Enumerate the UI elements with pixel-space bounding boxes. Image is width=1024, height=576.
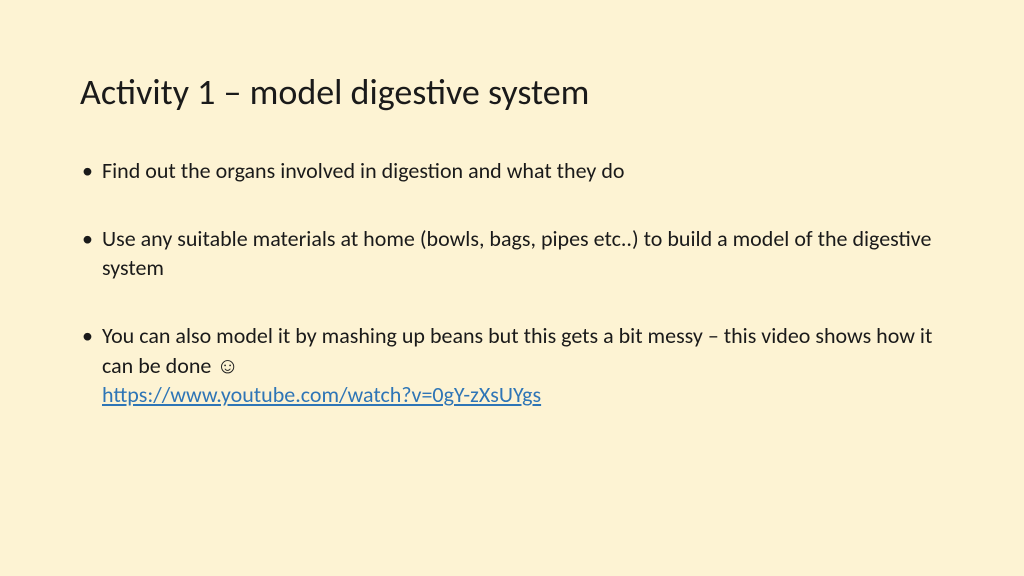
bullet-list: Find out the organs involved in digestio… — [80, 156, 944, 410]
youtube-link[interactable]: https://www.youtube.com/watch?v=0gY-zXsU… — [102, 381, 541, 408]
bullet-item: Use any suitable materials at home (bowl… — [80, 224, 944, 283]
bullet-item: You can also model it by mashing up bean… — [80, 321, 944, 410]
bullet-text: Find out the organs involved in digestio… — [102, 157, 625, 184]
smiley-icon: ☺ — [216, 352, 238, 379]
bullet-item: Find out the organs involved in digestio… — [80, 156, 944, 186]
slide-title: Activity 1 – model digestive system — [80, 70, 944, 114]
bullet-text: Use any suitable materials at home (bowl… — [102, 225, 931, 282]
